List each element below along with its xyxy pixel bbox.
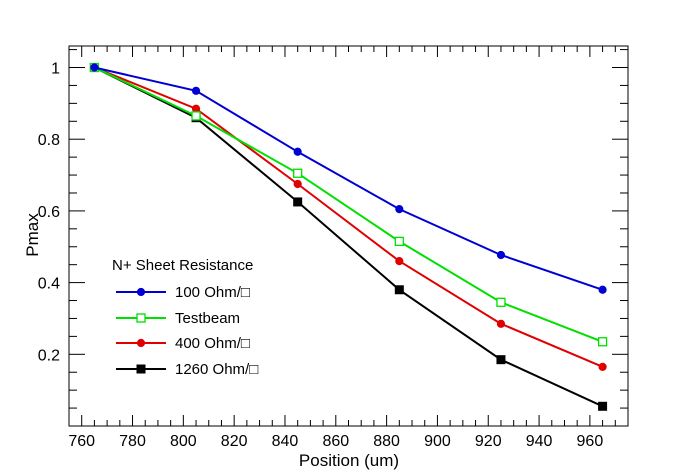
series-group [90, 63, 607, 371]
legend-swatch-marker [136, 364, 146, 374]
legend: N+ Sheet Resistance 100 Ohm/□ Testbeam 400… [112, 257, 258, 378]
axis-ticks [69, 46, 628, 426]
series-group [90, 63, 607, 294]
data-point [293, 168, 303, 178]
data-point [496, 297, 506, 307]
legend-entry: 400 Ohm/□ [116, 335, 250, 352]
legend-label: 100 Ohm/□ [175, 284, 250, 301]
x-tick-label: 960 [577, 433, 604, 450]
x-tick-label: 820 [221, 433, 248, 450]
data-point [191, 86, 201, 95]
series-line [94, 66, 603, 291]
data-point [191, 111, 201, 121]
series-group [89, 62, 608, 347]
x-tick-label: 760 [68, 433, 95, 450]
data-point [293, 197, 303, 207]
legend-label: Testbeam [175, 310, 240, 327]
x-tick-label: 860 [322, 433, 349, 450]
x-tick-label: 780 [119, 433, 146, 450]
data-point [496, 250, 506, 260]
data-point [496, 355, 506, 365]
x-tick-label: 840 [272, 433, 299, 450]
legend-swatch-marker [136, 287, 146, 297]
y-tick-labels: 0.2 0.4 0.6 0.8 1 [38, 61, 60, 365]
data-point [496, 319, 506, 328]
x-tick-labels: 760 780 800 820 840 860 880 900 920 940 960 [68, 433, 603, 450]
x-tick-label: 940 [526, 433, 553, 450]
series-layer [89, 62, 608, 411]
legend-entry: Testbeam [116, 310, 240, 327]
legend-entry: 1260 Ohm/□ [116, 361, 258, 378]
data-point [394, 285, 404, 295]
legend-swatch-marker [136, 338, 146, 348]
y-tick-label: 0.6 [38, 204, 60, 221]
series-line [93, 66, 604, 408]
y-tick-label: 1 [51, 61, 60, 78]
data-point [598, 285, 607, 294]
data-point [395, 205, 404, 214]
series-line [93, 66, 603, 343]
data-point [90, 63, 99, 72]
series-line [94, 66, 603, 368]
y-tick-label: 0.2 [38, 347, 60, 364]
x-tick-label: 800 [170, 433, 197, 450]
legend-title: N+ Sheet Resistance [112, 257, 253, 274]
data-point [293, 179, 302, 189]
series-group [89, 63, 608, 411]
data-point [395, 256, 404, 266]
x-tick-label: 920 [475, 433, 502, 450]
y-axis-title: Pmax [23, 213, 42, 257]
legend-entry: 100 Ohm/□ [116, 284, 250, 301]
y-tick-label: 0.8 [38, 132, 60, 149]
x-axis-title: Position (um) [299, 451, 399, 470]
data-point [394, 236, 404, 247]
legend-label: 400 Ohm/□ [175, 335, 250, 352]
data-point [293, 147, 302, 156]
data-point [597, 337, 608, 347]
legend-label: 1260 Ohm/□ [175, 361, 258, 378]
y-tick-label: 0.4 [38, 276, 60, 293]
x-tick-label: 880 [373, 433, 400, 450]
data-point [598, 362, 607, 371]
x-tick-label: 900 [424, 433, 451, 450]
legend-swatch-marker [136, 313, 146, 323]
data-point [598, 401, 608, 411]
